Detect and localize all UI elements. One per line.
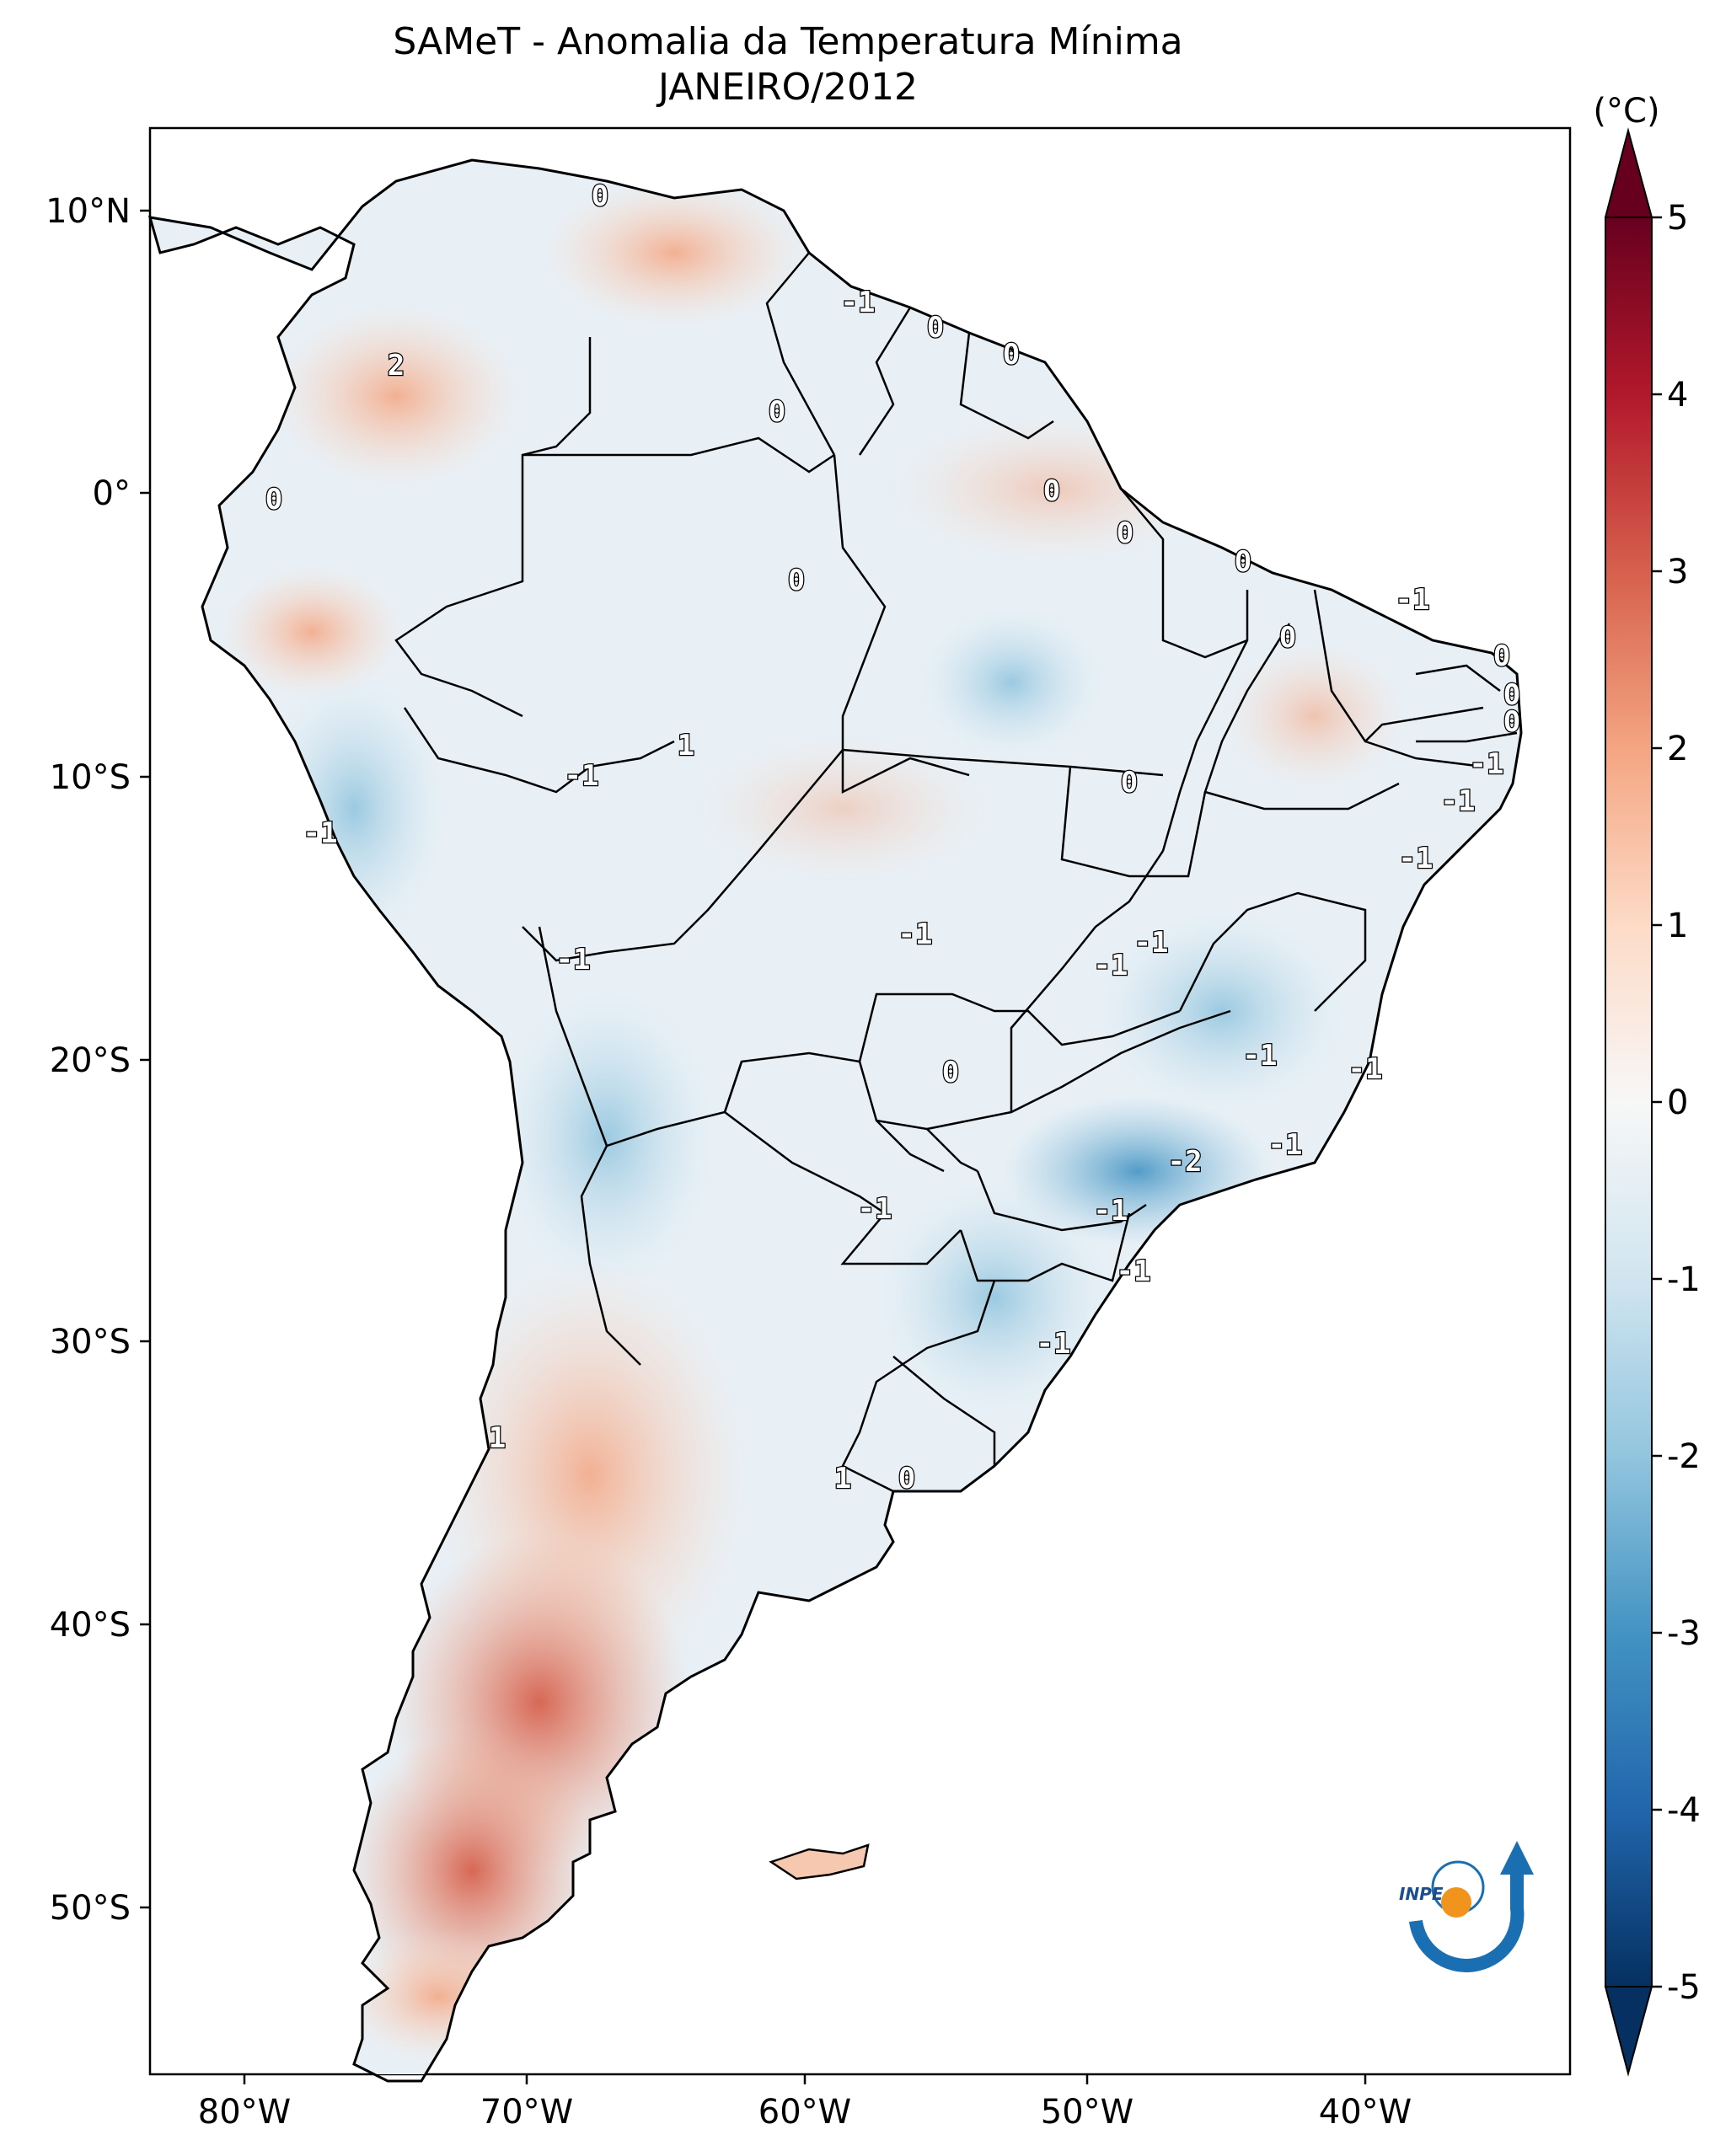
lon-label-50w: 50°W <box>1041 2093 1133 2132</box>
contour-label: 0 <box>1121 766 1138 800</box>
map-subtitle: JANEIRO/2012 <box>658 66 918 109</box>
colorbar-extend-max <box>1604 127 1653 218</box>
colorbar-tick-label: 3 <box>1667 553 1688 591</box>
contour-label: 0 <box>927 311 944 345</box>
contour-label: -1 <box>1243 1039 1278 1073</box>
axis-ticks <box>140 209 1367 2084</box>
contour-label: -1 <box>1470 747 1504 781</box>
contour-label: 0 <box>1493 639 1510 673</box>
lat-label-30s: 30°S <box>50 1323 131 1362</box>
contour-label: -1 <box>1134 926 1169 960</box>
contour-label: -1 <box>1117 1255 1151 1288</box>
contour-label: 0 <box>1043 474 1060 508</box>
contour-label: 1 <box>834 1462 851 1495</box>
inpe-logo: INPE <box>1399 1841 1534 1972</box>
colorbar-tick-label: 1 <box>1667 907 1688 945</box>
contour-label: -1 <box>858 1192 892 1226</box>
colorbar-tick-label: -2 <box>1667 1437 1701 1476</box>
contour-label: -1 <box>1399 842 1434 875</box>
contour-label: 0 <box>592 179 608 213</box>
lat-label-10s: 10°S <box>50 758 131 797</box>
falkland-islands <box>769 1843 870 1880</box>
contour-label: -2 <box>1168 1145 1203 1179</box>
lon-label-40w: 40°W <box>1319 2093 1412 2132</box>
contour-label: -1 <box>1094 949 1128 982</box>
lat-label-40s: 40°S <box>50 1606 131 1645</box>
contour-label: 0 <box>898 1462 915 1495</box>
colorbar-tick-label: -1 <box>1667 1260 1701 1299</box>
colorbar-tick-label: 5 <box>1667 199 1688 238</box>
colorbar-tick-label: 0 <box>1667 1083 1688 1122</box>
contour-label: 0 <box>1279 621 1296 655</box>
lon-label-70w: 70°W <box>480 2093 573 2132</box>
lat-label-10n: 10°N <box>46 192 131 231</box>
contour-labels: 0 2 -1 0 0 0 0 0 0 0 0 -1 0 0 0 0 1 -1 -… <box>265 179 1522 1497</box>
contour-label: -1 <box>898 918 933 951</box>
contour-label: -1 <box>1396 583 1430 617</box>
contour-label: -1 <box>1441 784 1476 818</box>
political-borders <box>394 252 1518 1493</box>
inpe-logo-arrow <box>1500 1841 1534 1875</box>
colorbar: (°C) 5 4 3 2 1 0 -1 -2 -3 -4 -5 <box>1593 92 1701 2077</box>
contour-label: -1 <box>556 943 591 976</box>
colorbar-tick-label: 2 <box>1667 730 1688 768</box>
contour-label: 2 <box>388 349 405 383</box>
inpe-logo-sun <box>1441 1887 1471 1918</box>
contour-label: 0 <box>1003 338 1020 372</box>
lat-label-0: 0° <box>93 474 131 513</box>
contour-label: 0 <box>1117 516 1133 550</box>
contour-label: -1 <box>1268 1128 1303 1162</box>
contour-label: 0 <box>1235 545 1251 579</box>
contour-label: -1 <box>841 286 876 319</box>
contour-label: 0 <box>1503 705 1520 739</box>
lat-label-20s: 20°S <box>50 1041 131 1080</box>
lon-label-60w: 60°W <box>758 2093 851 2132</box>
colorbar-gradient <box>1605 217 1653 1987</box>
colorbar-unit: (°C) <box>1593 92 1659 131</box>
inpe-logo-swoosh <box>1409 1870 1525 1972</box>
contour-label: -1 <box>565 759 599 793</box>
inpe-logo-text: INPE <box>1399 1884 1444 1904</box>
contour-label: 0 <box>1503 678 1520 712</box>
colorbar-tick-label: -3 <box>1667 1614 1701 1653</box>
contour-label: 0 <box>769 395 785 429</box>
lat-label-50s: 50°S <box>50 1889 131 1928</box>
contour-label: 1 <box>489 1421 506 1455</box>
contour-label: -1 <box>303 816 338 850</box>
contour-label: 0 <box>942 1056 959 1089</box>
contour-label: -1 <box>1037 1327 1071 1361</box>
contour-label: -1 <box>1094 1194 1128 1228</box>
colorbar-tick-label: -4 <box>1667 1791 1701 1830</box>
contour-label: 1 <box>678 729 694 762</box>
lon-label-80w: 80°W <box>198 2093 291 2132</box>
map-title: SAMeT - Anomalia da Temperatura Mínima <box>393 20 1183 63</box>
contour-label: -1 <box>1348 1052 1383 1086</box>
colorbar-tick-label: -5 <box>1667 1968 1701 2007</box>
coastline <box>147 158 1523 2083</box>
contour-label: 0 <box>265 483 282 516</box>
colorbar-tick-label: 4 <box>1667 376 1688 415</box>
colorbar-extend-min <box>1604 1986 1653 2077</box>
contour-label: 0 <box>788 564 805 597</box>
